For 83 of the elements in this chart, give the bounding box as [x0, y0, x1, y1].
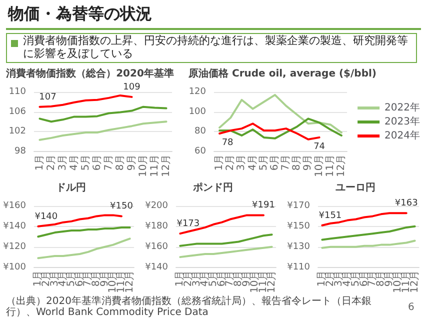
- line-series: [37, 238, 131, 260]
- x-tick-label: 9月: [302, 154, 314, 171]
- chart-title: 消費者物価指数（総合）2020年基準: [5, 68, 174, 80]
- y-tick-label: 100: [188, 106, 206, 117]
- data-label: 74: [314, 142, 326, 152]
- y-tick-label: ¥100: [3, 262, 26, 272]
- x-tick-label: 11月: [149, 154, 160, 178]
- legend-label: 2022年: [384, 102, 420, 114]
- y-tick-label: 98: [14, 146, 26, 156]
- x-tick-label: 7月: [103, 154, 114, 171]
- text: 物価・為替等の状況: [8, 4, 152, 25]
- legend-label: 2023年: [384, 116, 420, 128]
- y-tick-label: 120: [188, 87, 206, 97]
- text: （出典）2020年基準消費者物価指数（総務省統計局）、報告省令レート（日本銀行）、World Bank Commodity Price Data: [6, 296, 372, 318]
- line-series: [37, 226, 131, 238]
- y-tick-label: 110: [8, 87, 26, 97]
- data-label: ¥150: [110, 202, 134, 212]
- line-series: [321, 212, 408, 226]
- y-tick-label: 80: [194, 126, 206, 137]
- data-label: ¥191: [252, 200, 275, 211]
- chart-title: ドル円: [56, 182, 86, 194]
- chart-title: ポンド円: [192, 182, 233, 194]
- y-tick-label: 106: [8, 106, 26, 117]
- x-tick-label: 8月: [114, 154, 126, 171]
- x-tick-label: 1月: [214, 154, 226, 171]
- line-series: [218, 94, 342, 134]
- x-tick-label: 6月: [269, 154, 280, 171]
- x-tick-label: 5月: [80, 154, 92, 171]
- data-label: 78: [222, 138, 234, 148]
- y-tick-label: ¥160: [3, 201, 26, 211]
- line-series: [321, 240, 416, 249]
- y-tick-label: ¥170: [287, 201, 310, 211]
- y-tick-label: ¥200: [145, 201, 168, 211]
- x-tick-label: 12月: [409, 270, 420, 294]
- line-series: [37, 214, 122, 228]
- data-label: 107: [39, 92, 56, 102]
- x-tick-label: 8月: [292, 154, 303, 171]
- x-tick-label: 12月: [124, 270, 136, 294]
- data-label: ¥140: [34, 212, 58, 222]
- x-tick-label: 3月: [57, 154, 68, 171]
- y-tick-label: ¥180: [145, 221, 168, 232]
- text: 消費者物価指数の上昇、円安の持続的な進行は、製薬企業の製造、研究開発等に影響を及ぼしている: [23, 34, 409, 60]
- x-tick-label: 12月: [160, 154, 172, 178]
- x-tick-label: 5月: [258, 154, 270, 171]
- x-tick-label: 10月: [138, 154, 149, 178]
- line-series: [179, 214, 264, 235]
- x-tick-label: 6月: [92, 154, 103, 171]
- line-series: [38, 120, 168, 141]
- y-tick-label: ¥160: [145, 242, 168, 252]
- y-tick-label: ¥140: [3, 221, 26, 232]
- legend-label: 2024年: [384, 130, 420, 142]
- x-tick-label: 12月: [266, 270, 278, 294]
- chart-title: ユーロ円: [336, 182, 376, 194]
- line-series: [218, 118, 342, 140]
- x-tick-label: 4月: [68, 154, 80, 171]
- x-tick-label: 3月: [236, 154, 248, 171]
- y-tick-label: 60: [194, 146, 206, 156]
- y-tick-label: ¥120: [3, 242, 26, 252]
- line-series: [179, 234, 273, 247]
- y-tick-label: 102: [8, 126, 26, 137]
- x-tick-label: 2月: [46, 154, 57, 171]
- y-tick-label: ¥150: [287, 221, 310, 232]
- text: 6: [408, 302, 414, 313]
- x-tick-label: 10月: [314, 154, 325, 178]
- y-tick-label: ¥140: [145, 262, 168, 272]
- data-label: ¥151: [318, 210, 342, 221]
- data-label: 109: [123, 82, 141, 92]
- y-tick-label: ¥130: [287, 242, 310, 252]
- x-tick-label: 7月: [280, 154, 292, 171]
- line-series: [38, 94, 133, 108]
- data-label: ¥173: [176, 219, 200, 230]
- x-tick-label: 12月: [336, 154, 347, 178]
- line-series: [179, 246, 273, 258]
- chart-title: 原油価格 Crude oil, average ($/bbl): [188, 68, 376, 80]
- line-series: [38, 106, 168, 123]
- y-tick-label: ¥110: [287, 262, 310, 272]
- data-label: ¥163: [394, 198, 418, 209]
- x-tick-label: 9月: [126, 154, 138, 171]
- x-tick-label: 11月: [324, 154, 336, 178]
- x-tick-label: 2月: [225, 154, 236, 171]
- x-tick-label: 4月: [247, 154, 258, 171]
- line-series: [321, 225, 416, 241]
- x-tick-label: 1月: [34, 154, 46, 171]
